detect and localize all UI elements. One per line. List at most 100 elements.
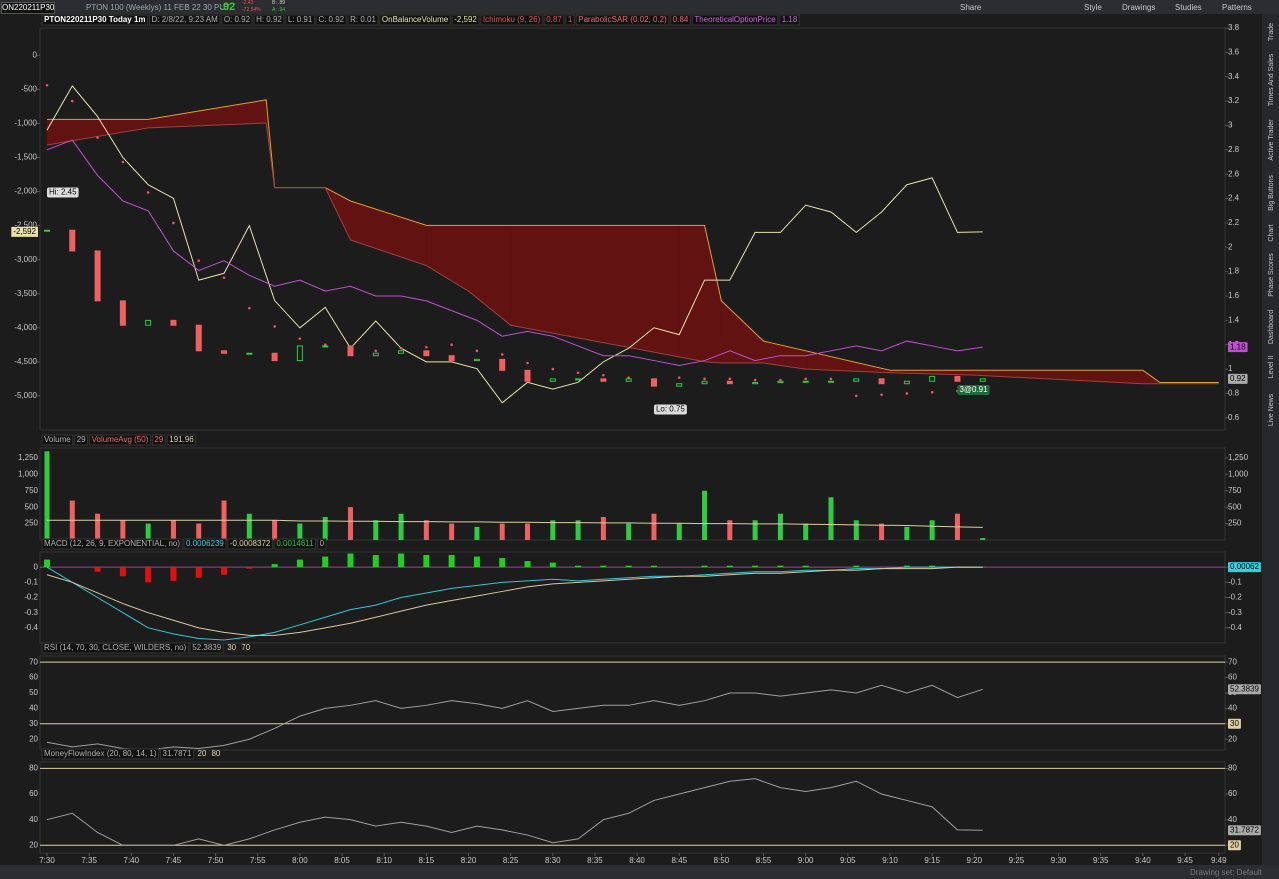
header-item: 52.3839 xyxy=(192,643,221,652)
macd-marker-text: 0.00062 xyxy=(1230,562,1259,571)
sidebar-tab[interactable]: Trade xyxy=(1268,23,1275,41)
y-tick-label: 1,250 xyxy=(1228,453,1249,462)
symbol-box[interactable]: ON220211P30 xyxy=(1,2,55,14)
header-box xyxy=(273,538,317,550)
candle-body xyxy=(650,378,657,387)
x-tick-label: 8:10 xyxy=(376,856,392,865)
volume-bar xyxy=(246,513,252,540)
candle-body xyxy=(954,375,961,382)
x-tick-label: 7:50 xyxy=(208,856,224,865)
macd-diff-bar xyxy=(398,553,405,568)
y-tick-label: -0.3 xyxy=(1228,608,1242,617)
patterns-button[interactable]: Patterns xyxy=(1222,3,1252,12)
sidebar-tab[interactable]: Active Trader xyxy=(1268,119,1275,161)
header-item: 0.0006239 xyxy=(186,539,224,548)
y-tick-label-left: 1,250 xyxy=(18,453,39,462)
macd-marker-box xyxy=(1228,562,1261,573)
header-box xyxy=(149,14,221,26)
top-bar: ON220211P30 PTON 100 (Weeklys) 11 FEB 22… xyxy=(0,0,1279,14)
volume-bar xyxy=(449,523,455,540)
candle-body xyxy=(372,352,379,357)
volume-bar xyxy=(575,520,581,540)
header-box xyxy=(379,14,451,26)
y-tick-label: 60 xyxy=(1228,789,1237,798)
y-tick-label-left: 0 xyxy=(34,562,39,571)
header-box xyxy=(221,14,253,26)
candle-body xyxy=(575,378,582,381)
sar-dot xyxy=(576,371,580,375)
sar-dot xyxy=(804,377,807,381)
candle-body xyxy=(271,352,278,362)
x-tick-label: 8:15 xyxy=(419,856,435,865)
macd-diff-bar xyxy=(777,565,784,568)
y-tick-label-left: -0.1 xyxy=(24,577,38,586)
sidebar-tab[interactable]: Times And Sales xyxy=(1268,53,1275,106)
sidebar-tab[interactable]: Chart xyxy=(1268,224,1275,241)
x-tick-label: 8:05 xyxy=(334,856,350,865)
macd-marker: 0.00062 xyxy=(1228,562,1261,573)
y-tick-label-left: 20 xyxy=(29,840,38,849)
candle-body xyxy=(549,378,556,382)
header-box xyxy=(74,434,89,446)
value-marker: 31.7872 xyxy=(1228,825,1261,836)
macd-diff-bar xyxy=(448,555,455,568)
volume-bar xyxy=(626,523,632,540)
y-tick-label: 3.6 xyxy=(1228,47,1240,56)
volume-bar xyxy=(499,523,505,540)
y-tick-label-left: -0.2 xyxy=(24,593,38,602)
level-marker-text: 30 xyxy=(1230,719,1239,728)
sidebar-tab[interactable]: Live News xyxy=(1268,393,1275,426)
sidebar-tab[interactable]: Level II xyxy=(1268,356,1275,379)
status-bar: Drawing set: Default xyxy=(0,865,1279,879)
volume-bar xyxy=(550,520,556,540)
y-tick-label: 2.4 xyxy=(1228,194,1240,203)
y2-tick-label: -4,000 xyxy=(14,323,37,332)
y-tick-label: -0.2 xyxy=(1228,593,1242,602)
panel-frame xyxy=(39,27,1226,431)
drawing-set[interactable]: Drawing set: Default xyxy=(1190,868,1263,877)
x-tick-label: 8:55 xyxy=(756,856,772,865)
y2-tick-label: -1,000 xyxy=(14,118,37,127)
share-button[interactable]: Share xyxy=(960,3,982,12)
candle-body xyxy=(221,350,228,354)
sar-dot xyxy=(500,353,504,356)
x-tick-label: 9:00 xyxy=(798,856,814,865)
studies-button[interactable]: Studies xyxy=(1175,3,1202,12)
volume-bar xyxy=(145,523,151,540)
candle-body xyxy=(777,380,784,383)
macd-diff-bar xyxy=(372,555,379,568)
header-item: PTON220211P30 Today 1m xyxy=(44,15,146,24)
sidebar-tab[interactable]: Phase Scores xyxy=(1268,253,1275,297)
drawings-button[interactable]: Drawings xyxy=(1122,3,1156,12)
header-item: VolumeAvg (50) xyxy=(92,435,149,444)
x-tick-label: 9:40 xyxy=(1135,856,1151,865)
volume-bar xyxy=(525,523,531,540)
x-tick-label: 9:45 xyxy=(1177,856,1193,865)
header-box xyxy=(253,14,285,26)
candle-body xyxy=(94,250,101,302)
candle-body xyxy=(676,383,683,387)
header-item: Volume xyxy=(44,435,71,444)
candle-body xyxy=(398,350,405,354)
y-tick-label-left: -0.4 xyxy=(24,623,38,632)
macd-diff-bar xyxy=(145,567,152,583)
y2-tick-label: -2,000 xyxy=(14,187,37,196)
style-button[interactable]: Style xyxy=(1084,3,1102,12)
sar-dot xyxy=(298,337,302,340)
y-tick-label: 3.8 xyxy=(1228,23,1240,32)
level-header: 70 xyxy=(241,643,250,652)
y-tick-label-left: 40 xyxy=(29,704,38,713)
header-box xyxy=(160,748,194,760)
indicator-line xyxy=(46,684,983,751)
x-tick-label: 8:45 xyxy=(671,856,687,865)
cloud-span-b xyxy=(46,122,1219,385)
annotation-text: Lo: 0.75 xyxy=(656,405,685,414)
sidebar-tab[interactable]: Dashboard xyxy=(1268,310,1275,344)
sidebar-tab[interactable]: Big Buttons xyxy=(1268,175,1275,211)
y2-tick-label: -1,500 xyxy=(14,153,37,162)
cloud-segment xyxy=(350,200,427,266)
annotation-box xyxy=(957,385,990,396)
y-tick-label: 0.8 xyxy=(1228,389,1240,398)
panel-frame xyxy=(39,655,1226,751)
header-item: -2,592 xyxy=(454,15,477,24)
